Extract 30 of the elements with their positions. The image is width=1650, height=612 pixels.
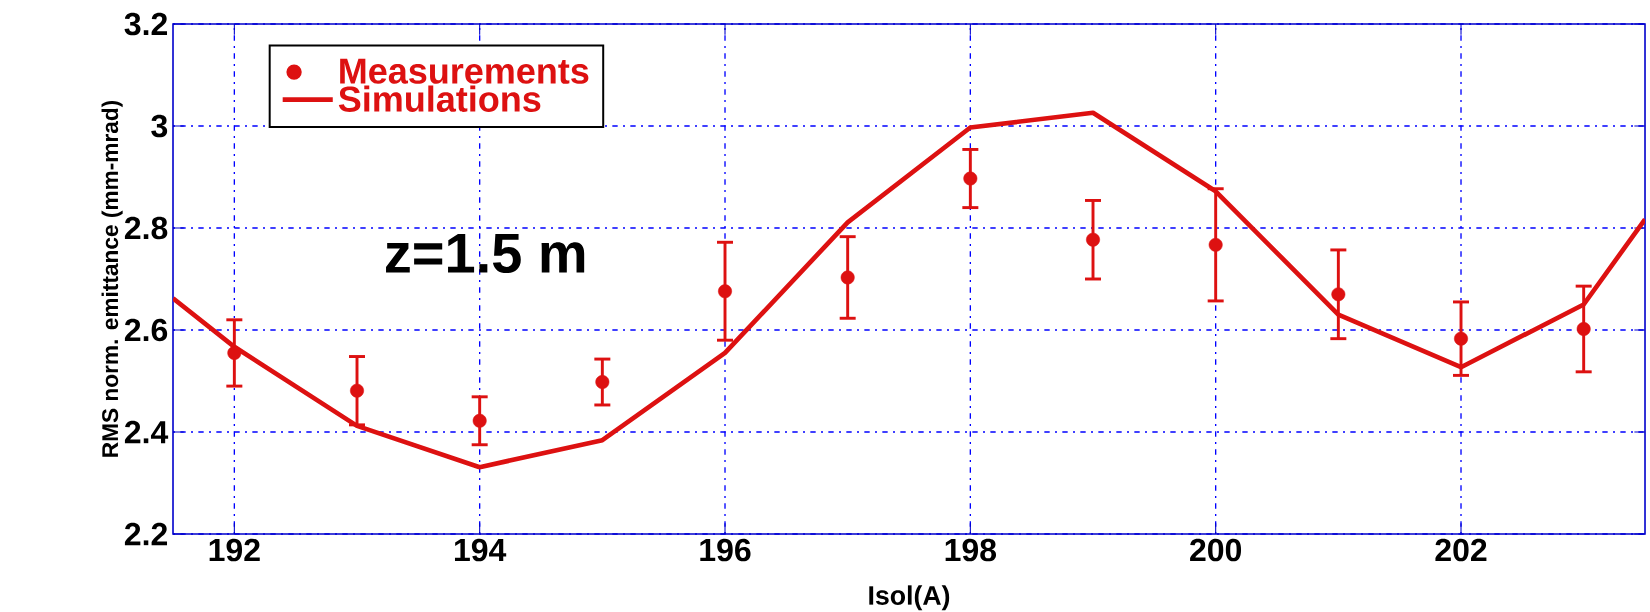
x-tick-label: 200 bbox=[1190, 538, 1242, 562]
point bbox=[350, 383, 364, 398]
point bbox=[840, 270, 855, 285]
x-tick-label: 192 bbox=[209, 538, 260, 562]
x-tick-label: 196 bbox=[700, 538, 751, 562]
point bbox=[1454, 331, 1468, 346]
point bbox=[1086, 232, 1100, 247]
point bbox=[1208, 237, 1223, 252]
line-series bbox=[173, 110, 1646, 470]
x-tick-label: 194 bbox=[454, 538, 507, 562]
point bbox=[718, 284, 732, 299]
legend-label: Measurements bbox=[340, 58, 589, 84]
point bbox=[963, 171, 978, 186]
point bbox=[595, 375, 610, 389]
y-tick-label: 3 bbox=[151, 114, 168, 138]
point bbox=[227, 346, 242, 360]
point bbox=[1331, 287, 1346, 302]
x-axis-title: Isol(A) bbox=[869, 585, 950, 611]
x-tick-label: 198 bbox=[945, 538, 997, 562]
annotation: z=1.5 m bbox=[386, 233, 585, 274]
y-tick-label: 2.4 bbox=[124, 420, 169, 444]
legend-label: Simulations bbox=[338, 85, 541, 112]
y-tick-label: 3.2 bbox=[124, 12, 168, 36]
y-tick-label: 2.6 bbox=[124, 318, 168, 342]
point bbox=[1576, 322, 1591, 336]
x-tick-label: 202 bbox=[1435, 538, 1487, 562]
y-tick-label: 2.8 bbox=[124, 216, 168, 240]
point bbox=[472, 413, 487, 428]
y-axis-title: RMS norm. emittance (mm-mrad) bbox=[101, 100, 123, 457]
y-tick-label: 2.2 bbox=[124, 522, 168, 546]
